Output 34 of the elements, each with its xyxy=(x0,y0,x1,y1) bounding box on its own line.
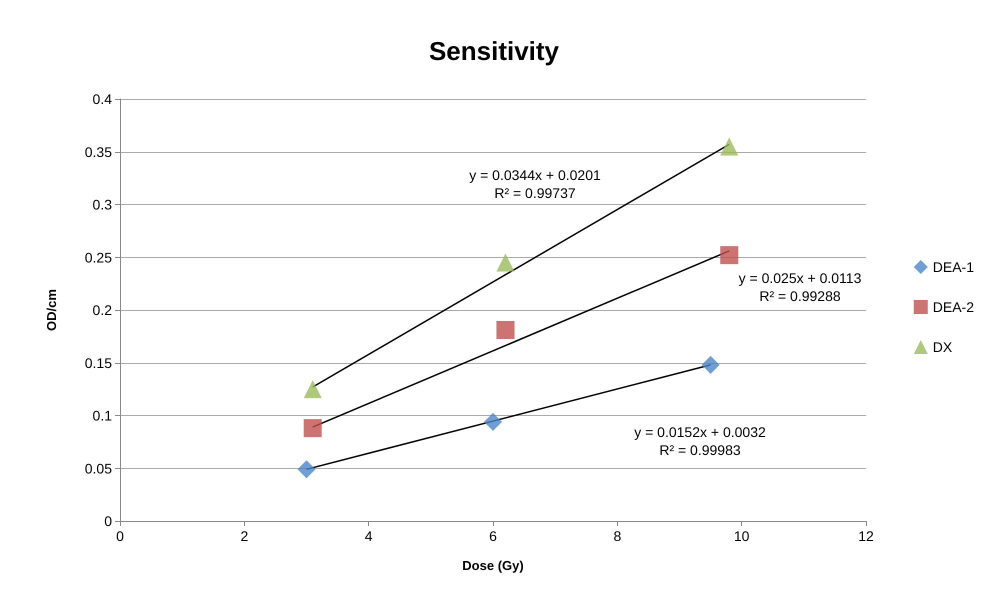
legend-label: DX xyxy=(932,339,953,355)
annotation: y = 0.025x + 0.0113 R² = 0.99288 xyxy=(738,270,862,304)
x-tick-label: 12 xyxy=(858,528,874,544)
y-tick-label: 0.35 xyxy=(84,144,112,160)
x-tick-label: 6 xyxy=(489,528,498,544)
y-tick-label: 0.4 xyxy=(92,91,112,107)
point xyxy=(702,356,720,374)
y-tick-label: 0 xyxy=(104,513,112,529)
x-tick-label: 0 xyxy=(116,528,124,544)
point xyxy=(720,137,738,156)
legend-label: DEA-2 xyxy=(932,299,974,315)
point xyxy=(720,246,738,264)
x-tick-label: 2 xyxy=(240,528,248,544)
x-tick-label: 8 xyxy=(613,528,622,544)
y-tick-label: 0.05 xyxy=(84,460,112,476)
y-tick-label: 0.1 xyxy=(92,408,112,424)
y-tick-label: 0.2 xyxy=(92,302,112,318)
x-tick-label: 10 xyxy=(734,528,750,544)
point xyxy=(304,419,322,438)
point xyxy=(484,412,502,431)
x-tick-label: 4 xyxy=(364,528,373,544)
point xyxy=(298,460,316,478)
point xyxy=(304,380,322,398)
y-axis-title: OD/cm xyxy=(44,289,59,331)
y-tick-label: 0.15 xyxy=(84,354,112,371)
y-tick-label: 0.3 xyxy=(92,196,112,212)
legend-label: DEA-1 xyxy=(932,259,974,275)
point xyxy=(496,321,514,340)
annotation: y = 0.0152x + 0.0032 R² = 0.99983 xyxy=(634,424,766,458)
annotation: y = 0.0344x + 0.0201 R² = 0.99737 xyxy=(469,167,601,201)
y-tick-label: 0.25 xyxy=(84,249,112,266)
chart-title: Sensitivity xyxy=(428,36,560,66)
point xyxy=(496,254,514,272)
x-axis-title: Dose (Gy) xyxy=(462,558,524,573)
